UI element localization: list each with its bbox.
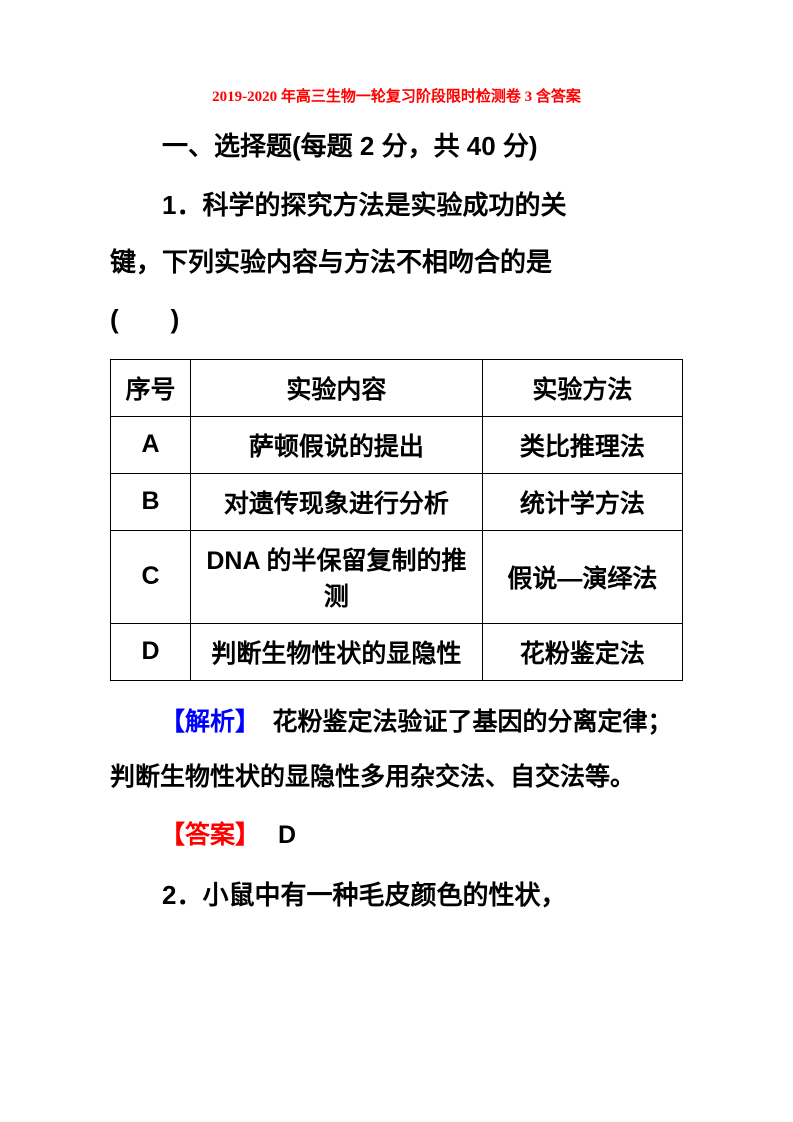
cell-method: 类比推理法 (482, 416, 682, 473)
section-header: 一、选择题(每题 2 分，共 40 分) (110, 126, 683, 163)
cell-method: 统计学方法 (482, 473, 682, 530)
table-row: B 对遗传现象进行分析 统计学方法 (111, 473, 683, 530)
answer-label: 【答案】 (160, 822, 260, 849)
question-1-line2: 键，下列实验内容与方法不相吻合的是 (110, 234, 683, 291)
answer-block: 【答案】 D (110, 815, 683, 851)
cell-content: 判断生物性状的显隐性 (191, 623, 483, 680)
experiment-table: 序号 实验内容 实验方法 A 萨顿假说的提出 类比推理法 B 对遗传现象进行分析… (110, 359, 683, 681)
table-header-row: 序号 实验内容 实验方法 (111, 359, 683, 416)
cell-method: 假说—演绎法 (482, 530, 682, 623)
cell-content: 对遗传现象进行分析 (191, 473, 483, 530)
header-method: 实验方法 (482, 359, 682, 416)
cell-num: A (111, 416, 191, 473)
cell-content: 萨顿假说的提出 (191, 416, 483, 473)
question-1-line1: 1．科学的探究方法是实验成功的关 (110, 177, 683, 234)
header-number: 序号 (111, 359, 191, 416)
question-2-text: 2．小鼠中有一种毛皮颜色的性状， (110, 867, 683, 924)
explanation-block: 【解析】 花粉鉴定法验证了基因的分离定律；判断生物性状的显隐性多用杂交法、自交法… (110, 695, 683, 805)
header-content: 实验内容 (191, 359, 483, 416)
cell-num: B (111, 473, 191, 530)
cell-num: D (111, 623, 191, 680)
cell-method: 花粉鉴定法 (482, 623, 682, 680)
question-1-line3: ( ) (110, 291, 683, 348)
answer-value: D (278, 821, 296, 849)
table-row: C DNA 的半保留复制的推测 假说—演绎法 (111, 530, 683, 623)
table-row: D 判断生物性状的显隐性 花粉鉴定法 (111, 623, 683, 680)
cell-content: DNA 的半保留复制的推测 (191, 530, 483, 623)
explanation-label: 【解析】 (160, 709, 248, 736)
document-title: 2019-2020 年高三生物一轮复习阶段限时检测卷 3 含答案 (110, 85, 683, 106)
question-1-text: 1．科学的探究方法是实验成功的关 键，下列实验内容与方法不相吻合的是 ( ) (110, 177, 683, 349)
table-row: A 萨顿假说的提出 类比推理法 (111, 416, 683, 473)
cell-num: C (111, 530, 191, 623)
